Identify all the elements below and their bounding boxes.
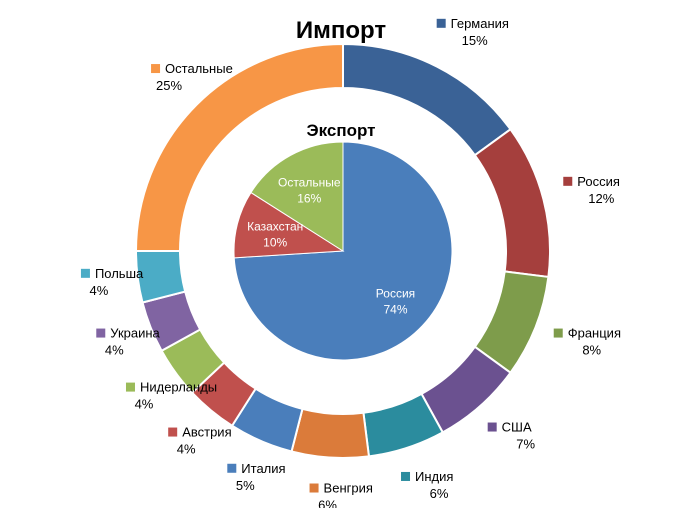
import-label-name: Австрия bbox=[182, 425, 231, 440]
export-labels: Россия 74% Казахстан 10% Остальные 16% bbox=[247, 176, 415, 317]
import-label-value: 6% bbox=[318, 498, 337, 508]
import-label-name: Индия bbox=[415, 469, 453, 484]
import-legend-marker bbox=[151, 64, 161, 74]
import-label-name: Польша bbox=[95, 266, 144, 281]
export-label-value: 16% bbox=[297, 192, 321, 206]
export-label-name: Казахстан bbox=[247, 220, 303, 234]
import-label-value: 7% bbox=[516, 437, 535, 452]
import-legend-marker bbox=[96, 328, 106, 338]
import-label-value: 8% bbox=[582, 343, 601, 358]
import-legend-marker bbox=[125, 382, 135, 392]
import-label-name: Украина bbox=[110, 326, 160, 341]
import-label-value: 4% bbox=[177, 442, 196, 457]
import-label-value: 4% bbox=[90, 283, 109, 298]
import-label-value: 5% bbox=[236, 478, 255, 493]
import-legend-marker bbox=[563, 176, 573, 186]
import-label-value: 4% bbox=[135, 397, 154, 412]
import-legend-marker bbox=[436, 18, 446, 28]
import-label-name: Россия bbox=[577, 174, 620, 189]
import-slice-венгрия bbox=[290, 407, 371, 459]
import-legend-marker bbox=[309, 483, 319, 493]
export-label-value: 74% bbox=[383, 302, 407, 316]
import-legend-marker bbox=[168, 427, 178, 437]
import-labels: Германия 15% Россия 12% Франция 8% США 7% Индия 6… bbox=[80, 16, 621, 508]
import-legend-marker bbox=[227, 463, 237, 473]
import-label-value: 6% bbox=[430, 486, 449, 501]
import-label-name: Остальные bbox=[165, 61, 233, 76]
import-label-name: Италия bbox=[241, 461, 285, 476]
import-legend-marker bbox=[80, 268, 90, 278]
import-slice-остальные bbox=[134, 42, 344, 252]
import-label-value: 15% bbox=[462, 33, 488, 48]
import-label-name: Франция bbox=[568, 326, 621, 341]
import-label-name: США bbox=[502, 420, 532, 435]
export-label-name: Остальные bbox=[278, 176, 341, 190]
export-slice-остальные bbox=[250, 141, 344, 252]
import-slice-россия bbox=[473, 127, 551, 279]
import-donut bbox=[134, 42, 551, 459]
export-pie bbox=[233, 141, 453, 361]
export-label-name: Россия bbox=[376, 286, 415, 300]
import-label-name: Нидерланды bbox=[140, 380, 217, 395]
import-label-name: Германия bbox=[451, 16, 509, 31]
export-label-value: 10% bbox=[263, 236, 287, 250]
export-chart-title: Экспорт bbox=[307, 121, 376, 140]
import-label-value: 25% bbox=[156, 78, 182, 93]
import-label-value: 12% bbox=[588, 191, 614, 206]
import-label-name: Венгрия bbox=[324, 481, 373, 496]
import-legend-marker bbox=[487, 422, 497, 432]
import-legend-marker bbox=[401, 471, 411, 481]
import-chart-title: Импорт bbox=[296, 17, 387, 44]
import-label-value: 4% bbox=[105, 343, 124, 358]
import-legend-marker bbox=[553, 328, 563, 338]
